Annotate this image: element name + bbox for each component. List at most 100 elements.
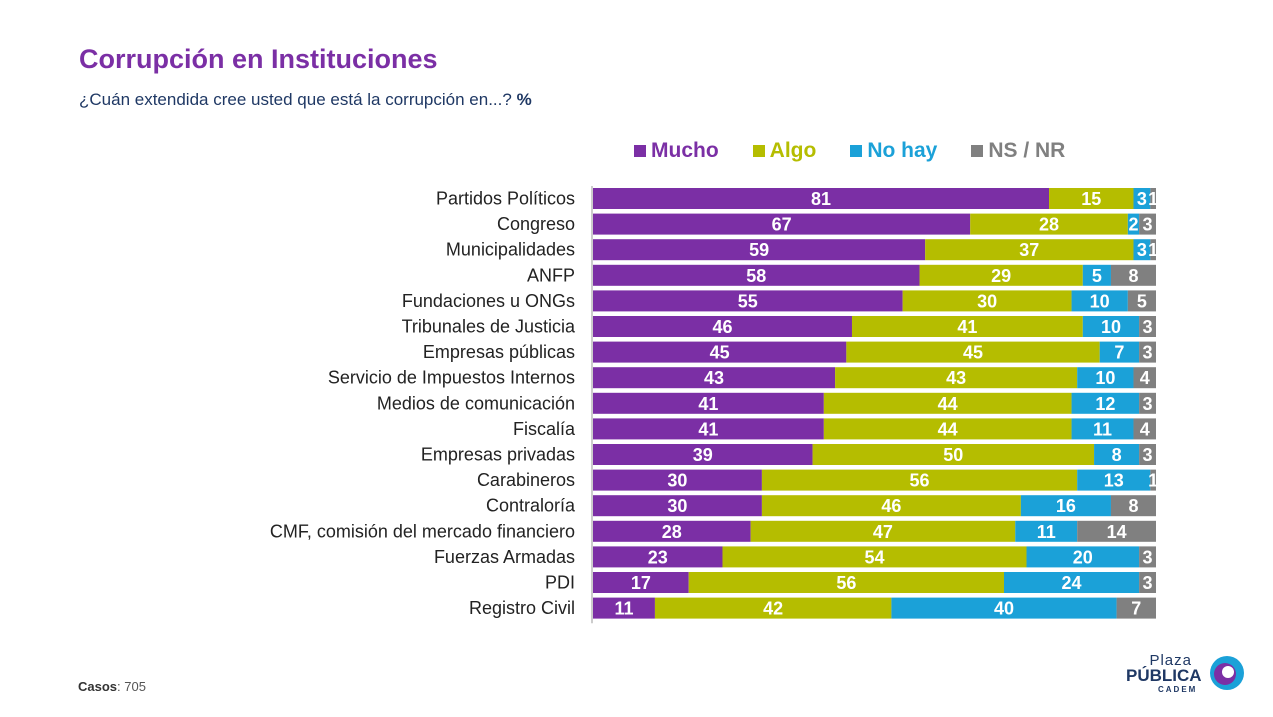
bar-value-label: 37 (1019, 240, 1039, 260)
bar-segment (593, 572, 689, 593)
bar-value-label: 3 (1143, 215, 1153, 235)
bar-value-label: 44 (938, 419, 958, 439)
bar-value-label: 58 (746, 266, 766, 286)
bar-value-label: 15 (1081, 189, 1101, 209)
bar-segment (1139, 392, 1156, 414)
bar-value-label: 42 (763, 599, 783, 619)
bar-value-label: 8 (1112, 445, 1122, 465)
bar-value-label: 10 (1101, 317, 1121, 337)
bar-value-label: 30 (977, 291, 997, 311)
footer-cases: Casos: 705 (78, 679, 146, 694)
bar-value-label: 3 (1143, 445, 1153, 465)
bar-segment (851, 316, 1083, 337)
bar-segment (1110, 495, 1156, 517)
bar-segment (1071, 392, 1140, 414)
bar-segment (1133, 239, 1151, 261)
bar-segment (1082, 316, 1140, 337)
bar-segment (761, 495, 1021, 517)
bar-segment (1133, 188, 1151, 209)
bar-value-label: 12 (1095, 394, 1115, 414)
bar-value-label: 3 (1137, 189, 1147, 209)
bar-segment (593, 546, 723, 568)
bar-value-label: 13 (1104, 471, 1124, 491)
bar-value-label: 14 (1107, 522, 1127, 542)
bar-segment (761, 469, 1078, 491)
bar-value-label: 8 (1128, 266, 1138, 286)
bar-value-label: 7 (1131, 599, 1141, 619)
bar-segment (593, 239, 926, 261)
bar-segment (846, 341, 1100, 363)
bar-segment (1026, 546, 1140, 568)
legend-label: Mucho (651, 139, 719, 162)
bar-segment (688, 572, 1004, 593)
logo-cadem-text: CADEM (1158, 685, 1198, 694)
bar-value-label: 45 (710, 343, 730, 363)
bar-segment (593, 290, 903, 312)
bar-value-label: 10 (1095, 368, 1115, 388)
bar-value-label: 81 (811, 189, 831, 209)
bar-value-label: 17 (631, 573, 651, 593)
legend-item-4: NS / NR (971, 139, 1065, 163)
bar-value-label: 4 (1140, 419, 1150, 439)
bar-segment (750, 520, 1016, 542)
bar-segment (919, 264, 1083, 286)
bar-segment (1127, 290, 1156, 312)
legend-label: No hay (867, 139, 938, 162)
category-label: PDI (545, 573, 575, 593)
logo-publica-text: PÚBLICA (1126, 666, 1202, 685)
category-label: Contraloría (486, 496, 576, 516)
bar-segment (593, 444, 813, 465)
bar-segment (593, 213, 971, 235)
bar-segment (1133, 418, 1156, 440)
bar-value-label: 55 (738, 291, 758, 311)
bar-segment (593, 264, 920, 286)
category-label: Tribunales de Justicia (402, 317, 576, 337)
category-label: CMF, comisión del mercado financiero (270, 521, 575, 541)
category-label: Fiscalía (513, 419, 576, 439)
bar-segment (1133, 367, 1156, 389)
legend-swatch (850, 145, 863, 157)
bar-segment (1139, 213, 1156, 235)
bar-value-label: 10 (1090, 291, 1110, 311)
logo-plaza-text: Plaza (1149, 652, 1192, 669)
bar-value-label: 43 (946, 368, 966, 388)
cases-label: Casos (78, 679, 118, 694)
legend-label: Algo (769, 139, 817, 162)
legend-label: NS / NR (988, 139, 1066, 162)
bar-segment (970, 213, 1128, 235)
bar-segment (1082, 264, 1111, 286)
bar-value-label: 30 (667, 471, 687, 491)
bar-value-label: 28 (1039, 215, 1059, 235)
category-label: Registro Civil (469, 598, 575, 618)
bar-segment (722, 546, 1027, 568)
bar-segment (593, 495, 762, 517)
category-label: Municipalidades (446, 240, 575, 260)
bar-value-label: 23 (648, 547, 668, 567)
bar-value-label: 5 (1092, 266, 1102, 286)
subtitle-text: ¿Cuán extendida cree usted que está la c… (79, 90, 512, 109)
bar-segment (1139, 316, 1156, 337)
bar-segment (1077, 367, 1134, 389)
bar-segment (593, 392, 824, 414)
bar-value-label: 3 (1137, 240, 1147, 260)
bar-segment (593, 597, 655, 619)
bar-value-label: 56 (836, 573, 856, 593)
bar-segment (593, 520, 751, 542)
bar-value-label: 1 (1148, 471, 1158, 491)
category-label: ANFP (527, 265, 575, 285)
bar-segment (1020, 495, 1111, 517)
page-subtitle: ¿Cuán extendida cree usted que está la c… (79, 90, 532, 110)
bar-value-label: 29 (991, 266, 1011, 286)
bar-segment (1150, 188, 1156, 209)
bar-value-label: 16 (1056, 496, 1076, 516)
bar-segment (823, 392, 1072, 414)
bar-segment (835, 367, 1078, 389)
bar-value-label: 28 (662, 522, 682, 542)
bar-value-label: 40 (994, 599, 1014, 619)
category-label: Servicio de Impuestos Internos (328, 368, 575, 388)
bar-value-label: 2 (1128, 215, 1138, 235)
category-label: Congreso (497, 214, 575, 234)
bar-segment (593, 367, 836, 389)
bar-value-label: 3 (1143, 343, 1153, 363)
